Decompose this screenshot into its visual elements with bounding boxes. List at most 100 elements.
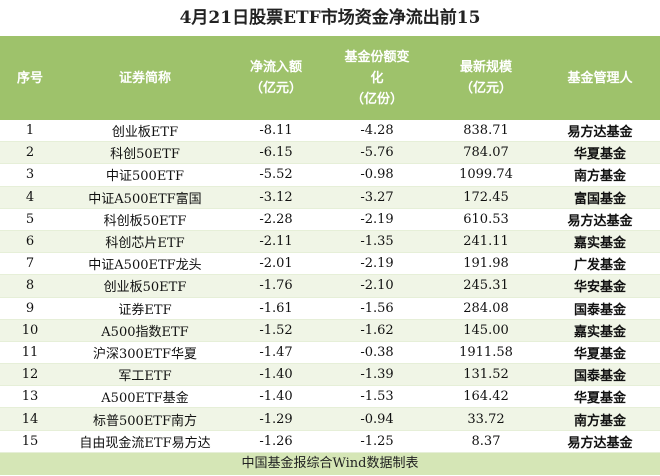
- table-row: 3 中证500ETF -5.52 -0.98 1099.74 南方基金: [0, 163, 660, 187]
- share-change: -0.98: [322, 163, 432, 187]
- fund-manager: 嘉实基金: [540, 230, 660, 254]
- fund-manager: 华夏基金: [540, 385, 660, 409]
- header-share-change: 基金份额变化（亿份）: [322, 36, 432, 120]
- row-index: 9: [0, 297, 60, 320]
- table-row: 10 A500指数ETF -1.52 -1.62 145.00 嘉实基金: [0, 319, 660, 342]
- security-name: 科创50ETF: [60, 141, 230, 165]
- latest-size: 8.37: [432, 430, 540, 453]
- security-name: 标普500ETF南方: [60, 407, 230, 431]
- net-inflow: -2.28: [230, 208, 322, 231]
- security-name: 中证500ETF: [60, 163, 230, 187]
- page-title: 4月21日股票ETF市场资金净流出前15: [179, 8, 481, 28]
- row-index: 12: [0, 363, 60, 387]
- row-index: 15: [0, 430, 60, 453]
- header-latest-size: 最新规模 （亿元）: [432, 36, 540, 120]
- latest-size: 284.08: [432, 297, 540, 320]
- row-index: 14: [0, 407, 60, 431]
- table-row: 13 A500ETF基金 -1.40 -1.53 164.42 华夏基金: [0, 385, 660, 409]
- fund-manager: 华夏基金: [540, 341, 660, 365]
- fund-manager: 华夏基金: [540, 141, 660, 165]
- table-row: 8 创业板50ETF -1.76 -2.10 245.31 华安基金: [0, 274, 660, 298]
- share-change: -1.53: [322, 385, 432, 409]
- share-change: -5.76: [322, 141, 432, 165]
- share-change: -0.38: [322, 341, 432, 365]
- net-inflow: -1.40: [230, 363, 322, 387]
- table-row: 6 科创芯片ETF -2.11 -1.35 241.11 嘉实基金: [0, 230, 660, 254]
- header-security-name: 证券简称: [60, 36, 230, 120]
- row-index: 8: [0, 274, 60, 298]
- table-row: 5 科创板50ETF -2.28 -2.19 610.53 易方达基金: [0, 208, 660, 231]
- fund-manager: 国泰基金: [540, 363, 660, 387]
- header-index: 序号: [0, 36, 60, 120]
- fund-manager: 富国基金: [540, 186, 660, 209]
- security-name: 中证A500ETF龙头: [60, 252, 230, 276]
- row-index: 1: [0, 120, 60, 143]
- table-row: 12 军工ETF -1.40 -1.39 131.52 国泰基金: [0, 363, 660, 387]
- security-name: 军工ETF: [60, 363, 230, 387]
- table-row: 14 标普500ETF南方 -1.29 -0.94 33.72 南方基金: [0, 407, 660, 431]
- share-change: -4.28: [322, 120, 432, 143]
- latest-size: 131.52: [432, 363, 540, 387]
- share-change: -1.62: [322, 319, 432, 342]
- net-inflow: -2.01: [230, 252, 322, 276]
- net-inflow: -5.52: [230, 163, 322, 187]
- net-inflow: -1.26: [230, 430, 322, 453]
- net-inflow: -1.29: [230, 407, 322, 431]
- row-index: 3: [0, 163, 60, 187]
- fund-manager: 南方基金: [540, 407, 660, 431]
- header-manager: 基金管理人: [540, 36, 660, 120]
- row-index: 13: [0, 385, 60, 409]
- fund-manager: 嘉实基金: [540, 319, 660, 342]
- table-row: 1 创业板ETF -8.11 -4.28 838.71 易方达基金: [0, 120, 660, 143]
- share-change: -1.35: [322, 230, 432, 254]
- fund-manager: 华安基金: [540, 274, 660, 298]
- row-index: 4: [0, 186, 60, 209]
- fund-manager: 易方达基金: [540, 120, 660, 143]
- table-row: 11 沪深300ETF华夏 -1.47 -0.38 1911.58 华夏基金: [0, 341, 660, 365]
- share-change: -1.25: [322, 430, 432, 453]
- security-name: 沪深300ETF华夏: [60, 341, 230, 365]
- latest-size: 1911.58: [432, 341, 540, 365]
- table-header-row: 序号 证券简称 净流入额 （亿元） 基金份额变化（亿份） 最新规模 （亿元） 基金管理人: [0, 36, 660, 120]
- latest-size: 145.00: [432, 319, 540, 342]
- security-name: A500ETF基金: [60, 385, 230, 409]
- latest-size: 241.11: [432, 230, 540, 254]
- source-footer: 中国基金报综合Wind数据制表: [0, 452, 660, 475]
- latest-size: 245.31: [432, 274, 540, 298]
- security-name: 中证A500ETF富国: [60, 186, 230, 209]
- security-name: 创业板50ETF: [60, 274, 230, 298]
- latest-size: 164.42: [432, 385, 540, 409]
- share-change: -3.27: [322, 186, 432, 209]
- latest-size: 172.45: [432, 186, 540, 209]
- net-inflow: -6.15: [230, 141, 322, 165]
- latest-size: 838.71: [432, 120, 540, 143]
- table-row: 2 科创50ETF -6.15 -5.76 784.07 华夏基金: [0, 141, 660, 165]
- security-name: 科创板50ETF: [60, 208, 230, 231]
- security-name: 证券ETF: [60, 297, 230, 320]
- fund-manager: 南方基金: [540, 163, 660, 187]
- net-inflow: -1.61: [230, 297, 322, 320]
- fund-manager: 国泰基金: [540, 297, 660, 320]
- table-row: 4 中证A500ETF富国 -3.12 -3.27 172.45 富国基金: [0, 186, 660, 209]
- latest-size: 33.72: [432, 407, 540, 431]
- net-inflow: -1.40: [230, 385, 322, 409]
- net-inflow: -1.52: [230, 319, 322, 342]
- latest-size: 191.98: [432, 252, 540, 276]
- table-row: 9 证券ETF -1.61 -1.56 284.08 国泰基金: [0, 297, 660, 320]
- share-change: -2.19: [322, 252, 432, 276]
- latest-size: 784.07: [432, 141, 540, 165]
- row-index: 2: [0, 141, 60, 165]
- net-inflow: -1.76: [230, 274, 322, 298]
- row-index: 6: [0, 230, 60, 254]
- security-name: 创业板ETF: [60, 120, 230, 143]
- share-change: -1.39: [322, 363, 432, 387]
- share-change: -2.10: [322, 274, 432, 298]
- security-name: A500指数ETF: [60, 319, 230, 342]
- row-index: 10: [0, 319, 60, 342]
- share-change: -0.94: [322, 407, 432, 431]
- fund-manager: 易方达基金: [540, 430, 660, 453]
- row-index: 7: [0, 252, 60, 276]
- net-inflow: -8.11: [230, 120, 322, 143]
- table-row: 7 中证A500ETF龙头 -2.01 -2.19 191.98 广发基金: [0, 252, 660, 276]
